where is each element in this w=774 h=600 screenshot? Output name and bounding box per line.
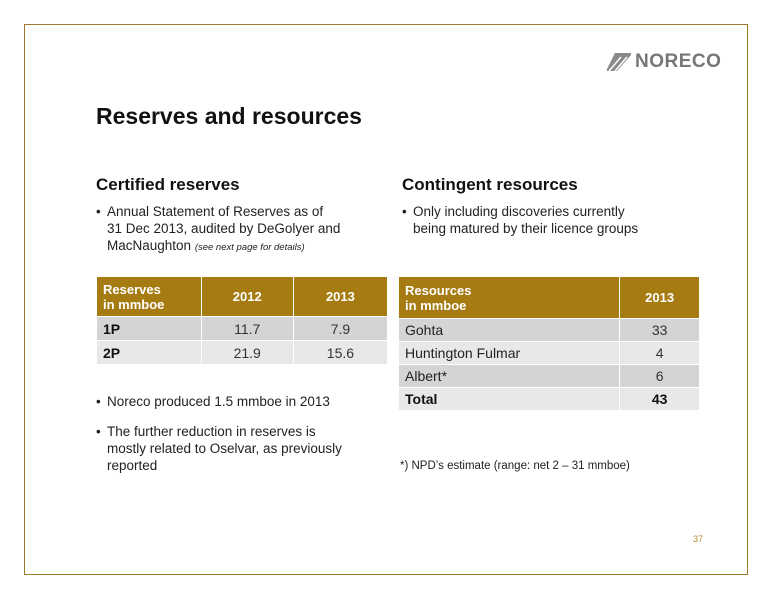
cell-value: 4 xyxy=(619,341,700,365)
col-2013-header: 2013 xyxy=(619,276,700,319)
resources-table-header: Resources in mmboe 2013 xyxy=(397,276,700,319)
total-value: 43 xyxy=(619,387,700,411)
cell-value: 6 xyxy=(619,364,700,388)
noreco-logo: NORECO xyxy=(607,51,722,72)
certified-reserves-heading: Certified reserves xyxy=(96,175,240,194)
reserves-table-header: Reserves in mmboe 2012 2013 xyxy=(96,276,389,317)
col-2013-header: 2013 xyxy=(292,276,389,317)
logo-text: NORECO xyxy=(635,51,722,72)
noreco-stripes-icon xyxy=(607,53,631,71)
reserves-table: Reserves in mmboe 2012 2013 1P 11.7 7.9 … xyxy=(96,276,389,365)
cell-value: 33 xyxy=(619,318,700,342)
production-bullet: • Noreco produced 1.5 mmboe in 2013 xyxy=(96,394,330,409)
table-row: Huntington Fulmar 4 xyxy=(397,341,700,365)
page-number: 37 xyxy=(693,534,704,544)
row-label: Gohta xyxy=(397,318,621,342)
row-label: 1P xyxy=(96,316,202,341)
reserves-statement-bullet: • Annual Statement of Reserves as of 31 … xyxy=(96,204,341,253)
row-label: Huntington Fulmar xyxy=(397,341,621,365)
row-label: Albert* xyxy=(397,364,621,388)
table-row: 1P 11.7 7.9 xyxy=(96,316,389,341)
resources-col-header: Resources in mmboe xyxy=(397,276,621,319)
table-row: 2P 21.9 15.6 xyxy=(96,340,389,365)
slide-frame xyxy=(24,24,748,575)
reserves-col-header: Reserves in mmboe xyxy=(96,276,202,317)
resources-table: Resources in mmboe 2013 Gohta 33 Hunting… xyxy=(397,276,700,411)
col-2012-header: 2012 xyxy=(200,276,294,317)
cell-value: 21.9 xyxy=(200,340,294,365)
cell-value: 15.6 xyxy=(292,340,389,365)
total-label: Total xyxy=(397,387,621,411)
contingent-resources-heading: Contingent resources xyxy=(402,175,578,194)
resources-scope-bullet: • Only including discoveries currently b… xyxy=(402,204,639,236)
page-title: Reserves and resources xyxy=(96,103,362,129)
row-label: 2P xyxy=(96,340,202,365)
total-row: Total 43 xyxy=(397,387,700,411)
cell-value: 11.7 xyxy=(200,316,294,341)
table-row: Gohta 33 xyxy=(397,318,700,342)
table-row: Albert* 6 xyxy=(397,364,700,388)
see-next-page-note: (see next page for details) xyxy=(194,242,305,253)
cell-value: 7.9 xyxy=(292,316,389,341)
reduction-bullet: • The further reduction in reserves is m… xyxy=(96,424,342,473)
npd-footnote: *) NPD’s estimate (range: net 2 – 31 mmb… xyxy=(400,460,630,472)
